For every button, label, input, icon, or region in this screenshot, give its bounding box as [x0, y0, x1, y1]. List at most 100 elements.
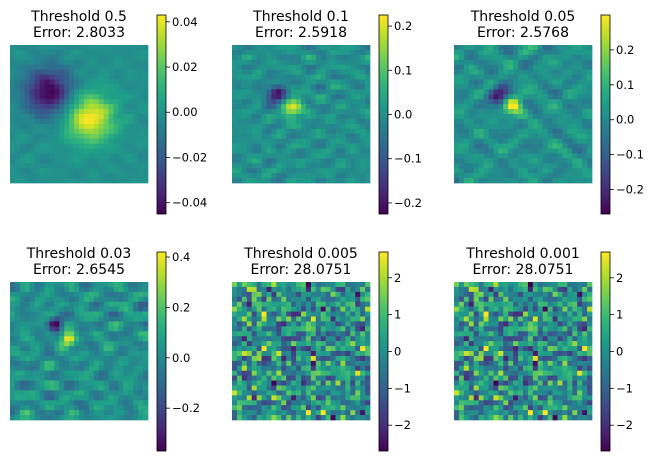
- heatmap-cell: [587, 321, 593, 327]
- heatmap-cell: [123, 316, 129, 322]
- heatmap-cell: [493, 168, 499, 174]
- heatmap-cell: [266, 380, 272, 386]
- heatmap-cell: [108, 178, 114, 184]
- heatmap-cell: [587, 54, 593, 61]
- heatmap-cell: [503, 336, 509, 342]
- heatmap-cell: [59, 301, 65, 307]
- heatmap-cell: [527, 104, 534, 110]
- heatmap-cell: [582, 99, 588, 105]
- heatmap-cell: [360, 291, 366, 298]
- heatmap-cell: [108, 326, 114, 332]
- heatmap-cell: [552, 311, 558, 317]
- heatmap-cell: [49, 316, 55, 322]
- heatmap-cell: [518, 390, 524, 396]
- heatmap-cell: [468, 104, 475, 110]
- heatmap-cell: [138, 385, 144, 391]
- heatmap-cell: [59, 385, 65, 391]
- heatmap-cell: [74, 385, 80, 391]
- heatmap-cell: [49, 296, 55, 303]
- heatmap-cell: [518, 45, 524, 51]
- heatmap-cell: [340, 79, 346, 85]
- heatmap-cell: [10, 178, 16, 184]
- heatmap-cell: [532, 109, 539, 115]
- heatmap-cell: [458, 109, 465, 115]
- heatmap-cell: [498, 301, 504, 307]
- heatmap-cell: [345, 153, 351, 159]
- heatmap-cell: [310, 84, 317, 90]
- heatmap-cell: [557, 64, 563, 70]
- heatmap-cell: [64, 79, 70, 85]
- heatmap-cell: [143, 74, 149, 80]
- heatmap-cell: [488, 346, 494, 352]
- heatmap-cell: [29, 163, 35, 169]
- heatmap-cell: [587, 415, 593, 421]
- heatmap-cell: [483, 114, 489, 120]
- heatmap-cell: [483, 360, 489, 367]
- heatmap-cell: [281, 99, 287, 105]
- heatmap-cell: [315, 163, 322, 169]
- heatmap-cell: [291, 282, 297, 288]
- heatmap-cell: [345, 118, 351, 125]
- heatmap-cell: [44, 143, 50, 149]
- heatmap-cell: [39, 79, 45, 85]
- heatmap-cell: [301, 104, 307, 110]
- heatmap-cell: [69, 49, 75, 56]
- heatmap-cell: [350, 395, 356, 401]
- heatmap-cell: [527, 84, 534, 90]
- heatmap-cell: [478, 173, 484, 179]
- heatmap-cell: [355, 128, 361, 135]
- heatmap-cell: [325, 375, 331, 381]
- heatmap-cell: [587, 79, 593, 85]
- heatmap-cell: [542, 133, 548, 139]
- heatmap-cell: [572, 153, 578, 159]
- heatmap-cell: [29, 282, 35, 288]
- heatmap-cell: [123, 163, 129, 169]
- heatmap-cell: [54, 316, 60, 322]
- heatmap-cell: [552, 84, 558, 90]
- heatmap-cell: [483, 306, 489, 312]
- heatmap-cell: [340, 360, 346, 367]
- heatmap-cell: [29, 400, 35, 406]
- heatmap-cell: [572, 331, 578, 337]
- heatmap-cell: [493, 326, 499, 332]
- heatmap-cell: [39, 69, 45, 75]
- heatmap-cell: [458, 114, 465, 120]
- heatmap-cell: [54, 306, 60, 312]
- heatmap-cell: [39, 415, 45, 421]
- heatmap-cell: [59, 128, 65, 135]
- heatmap-cell: [458, 400, 465, 406]
- heatmap-cell: [44, 109, 50, 115]
- heatmap-cell: [527, 360, 534, 367]
- heatmap-cell: [143, 54, 149, 61]
- heatmap-cell: [572, 45, 578, 51]
- heatmap-cell: [542, 311, 548, 317]
- heatmap-cell: [562, 282, 568, 288]
- heatmap-cell: [133, 360, 139, 367]
- colorbar-tick-label: −2: [394, 418, 411, 432]
- heatmap-cell: [113, 138, 119, 144]
- heatmap-cell: [236, 385, 243, 391]
- heatmap-cell: [79, 143, 85, 149]
- heatmap-cell: [123, 74, 129, 80]
- heatmap-cell: [232, 49, 238, 56]
- heatmap-cell: [572, 346, 578, 352]
- heatmap-cell: [325, 380, 331, 386]
- heatmap-cell: [54, 45, 60, 51]
- heatmap-cell: [503, 64, 509, 70]
- heatmap-cell: [527, 355, 534, 362]
- heatmap-cell: [261, 331, 267, 337]
- heatmap-cell: [478, 375, 484, 381]
- heatmap-cell: [355, 84, 361, 90]
- heatmap-cell: [365, 395, 371, 401]
- heatmap-cell: [118, 173, 124, 179]
- heatmap-cell: [562, 138, 568, 144]
- heatmap-cell: [315, 355, 322, 362]
- heatmap-cell: [527, 390, 534, 396]
- heatmap-cell: [271, 118, 277, 125]
- heatmap-cell: [454, 89, 460, 95]
- heatmap-cell: [360, 123, 366, 130]
- heatmap-cell: [83, 74, 90, 80]
- heatmap-cell: [113, 84, 119, 90]
- heatmap-cell: [281, 400, 287, 406]
- heatmap-cell: [108, 79, 114, 85]
